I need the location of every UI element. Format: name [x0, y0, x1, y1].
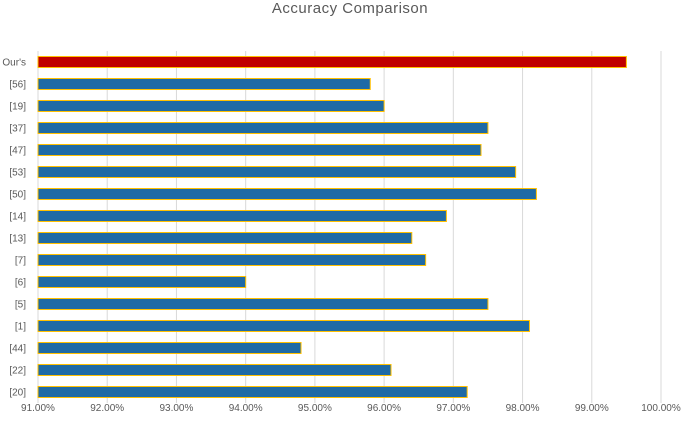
category-label: [5] [15, 300, 26, 311]
bar [37, 298, 489, 310]
bar [37, 276, 247, 288]
bar [37, 210, 447, 222]
x-tick-label: 93.00% [159, 403, 193, 414]
chart-title: Accuracy Comparison [271, 0, 429, 17]
category-label: [44] [9, 344, 26, 355]
x-tick-label: 96.00% [367, 403, 401, 414]
category-label: [13] [9, 234, 26, 245]
x-tick-label: 92.00% [90, 403, 124, 414]
x-tick-label: 99.00% [575, 403, 609, 414]
category-label: Our's [2, 58, 26, 69]
category-label: [53] [9, 168, 26, 179]
category-label: [47] [9, 146, 26, 157]
bar [37, 232, 413, 244]
bar [37, 166, 517, 178]
bar [37, 122, 489, 134]
x-tick-label: 95.00% [298, 403, 332, 414]
category-label: [19] [9, 102, 26, 113]
category-label: [1] [15, 322, 26, 333]
category-label: [6] [15, 278, 26, 289]
bar [37, 100, 385, 112]
bar [37, 386, 468, 398]
bar [37, 56, 627, 68]
bar [37, 364, 392, 376]
category-label: [7] [15, 256, 26, 267]
x-tick-label: 98.00% [506, 403, 540, 414]
bar [37, 188, 537, 200]
category-label: [20] [9, 388, 26, 399]
category-label: [50] [9, 190, 26, 201]
category-label: [22] [9, 366, 26, 377]
category-label: [37] [9, 124, 26, 135]
bar [37, 320, 530, 332]
x-tick-label: 100.00% [641, 403, 681, 414]
x-tick-label: 97.00% [436, 403, 470, 414]
bar [37, 144, 482, 156]
x-tick-label: 91.00% [21, 403, 55, 414]
bar [37, 78, 371, 90]
category-label: [56] [9, 80, 26, 91]
bar [37, 342, 302, 354]
bar [37, 254, 427, 266]
x-tick-label: 94.00% [229, 403, 263, 414]
category-label: [14] [9, 212, 26, 223]
